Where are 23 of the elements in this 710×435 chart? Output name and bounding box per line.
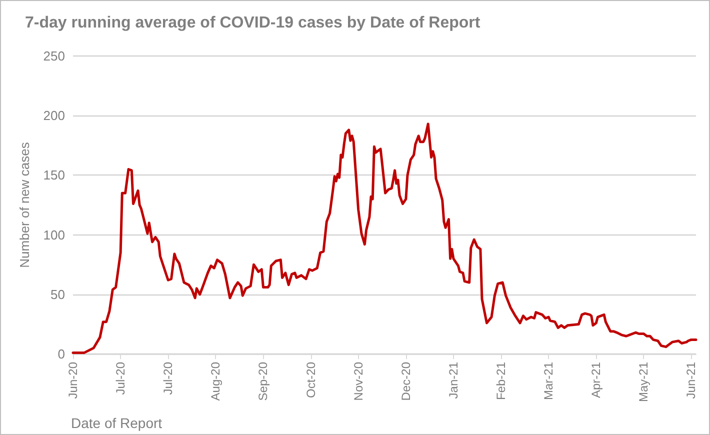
x-tick-label: Jan-21 <box>446 362 460 399</box>
y-axis-title: Number of new cases <box>17 142 32 268</box>
y-tick-label: 100 <box>43 227 65 242</box>
y-tick-label: 50 <box>50 286 65 302</box>
y-tick-label: 150 <box>43 168 65 183</box>
y-tick-label: 200 <box>43 108 65 124</box>
x-tick-label: Sep-20 <box>256 362 270 401</box>
x-tick-label: Jun-21 <box>684 362 698 399</box>
y-tick-label: 250 <box>43 48 65 64</box>
x-tick-label: Dec-20 <box>398 362 413 401</box>
x-axis-title: Date of Report <box>71 415 162 431</box>
x-tick-label: Nov-20 <box>351 362 366 401</box>
x-tick-label: Feb-21 <box>494 362 508 400</box>
x-tick-label: Jun-20 <box>66 362 80 399</box>
x-tick-label: Mar-21 <box>542 362 556 400</box>
x-tick-label: Oct-20 <box>304 362 318 398</box>
y-tick-label: 0 <box>58 346 65 362</box>
x-tick-label: Jul-20 <box>114 362 128 395</box>
x-tick-label: May-21 <box>636 362 651 402</box>
x-tick-label: Apr-21 <box>589 362 604 398</box>
x-tick-label: Jul-20 <box>161 362 176 395</box>
x-tick-label: Aug-20 <box>208 362 223 401</box>
chart-title: 7-day running average of COVID-19 cases by Date of Report <box>25 14 481 32</box>
